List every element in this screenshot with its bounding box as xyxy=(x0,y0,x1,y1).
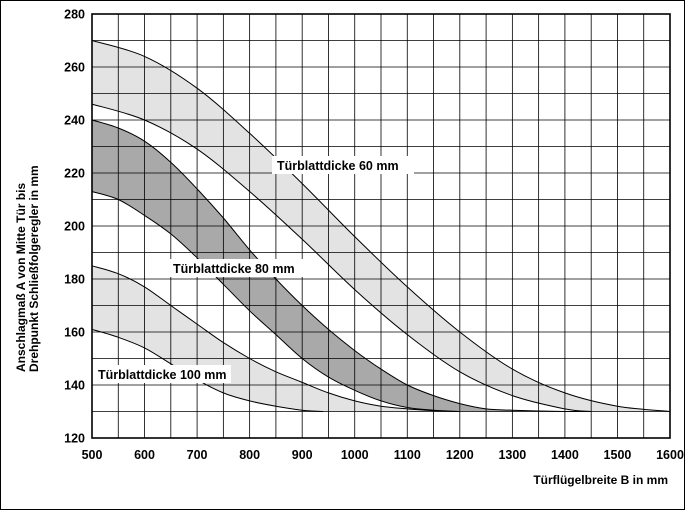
y-tick-140: 140 xyxy=(64,379,85,393)
y-tick-280: 280 xyxy=(64,8,85,22)
y-axis-label-line-2: Drehpunkt Schließfolgeregler in mm xyxy=(27,165,41,372)
band-upper-line-1 xyxy=(91,119,592,413)
band-label-60-bg xyxy=(272,156,414,174)
x-tick-labels: 500 600 700 800 900 1000 1100 1200 1300 1400 1500 1… xyxy=(82,448,684,462)
x-tick-1100: 1100 xyxy=(394,448,421,462)
x-tick-1400: 1400 xyxy=(551,448,579,462)
band-fill-0 xyxy=(92,40,670,412)
grid-layer xyxy=(91,13,671,439)
band-label-80-bg xyxy=(170,259,310,277)
x-tick-1300: 1300 xyxy=(498,448,526,462)
x-tick-1200: 1200 xyxy=(446,448,474,462)
y-tick-200: 200 xyxy=(64,220,85,234)
y-tick-220: 220 xyxy=(64,167,85,181)
y-tick-260: 260 xyxy=(64,61,85,75)
y-axis-label-line-1: Anschlagmaß A von Mitte Tür bis xyxy=(14,183,28,372)
y-tick-180: 180 xyxy=(64,273,85,287)
x-tick-1600: 1600 xyxy=(656,448,684,462)
band-labels-layer: Türblattdicke 60 mm Türblattdicke 80 mm … xyxy=(95,156,414,383)
x-tick-500: 500 xyxy=(82,448,103,462)
band-label-100: Türblattdicke 100 mm xyxy=(98,368,227,382)
x-axis-label: Türflügelbreite B in mm xyxy=(533,473,668,487)
x-tick-1500: 1500 xyxy=(604,448,632,462)
band-label-80: Türblattdicke 80 mm xyxy=(173,262,295,276)
band-label-60: Türblattdicke 60 mm xyxy=(277,159,399,173)
x-tick-600: 600 xyxy=(134,448,155,462)
x-tick-900: 900 xyxy=(292,448,313,462)
y-tick-120: 120 xyxy=(64,432,85,446)
band-lower-line-2 xyxy=(91,328,324,412)
x-tick-1000: 1000 xyxy=(341,448,369,462)
y-tick-labels: 120 140 160 180 200 220 240 260 280 xyxy=(64,8,85,446)
band-label-100-bg xyxy=(95,365,231,383)
plot-border xyxy=(91,13,671,439)
band-fill-1 xyxy=(92,120,592,412)
y-tick-240: 240 xyxy=(64,114,85,128)
x-tick-700: 700 xyxy=(187,448,208,462)
x-tick-800: 800 xyxy=(239,448,260,462)
y-tick-160: 160 xyxy=(64,326,85,340)
